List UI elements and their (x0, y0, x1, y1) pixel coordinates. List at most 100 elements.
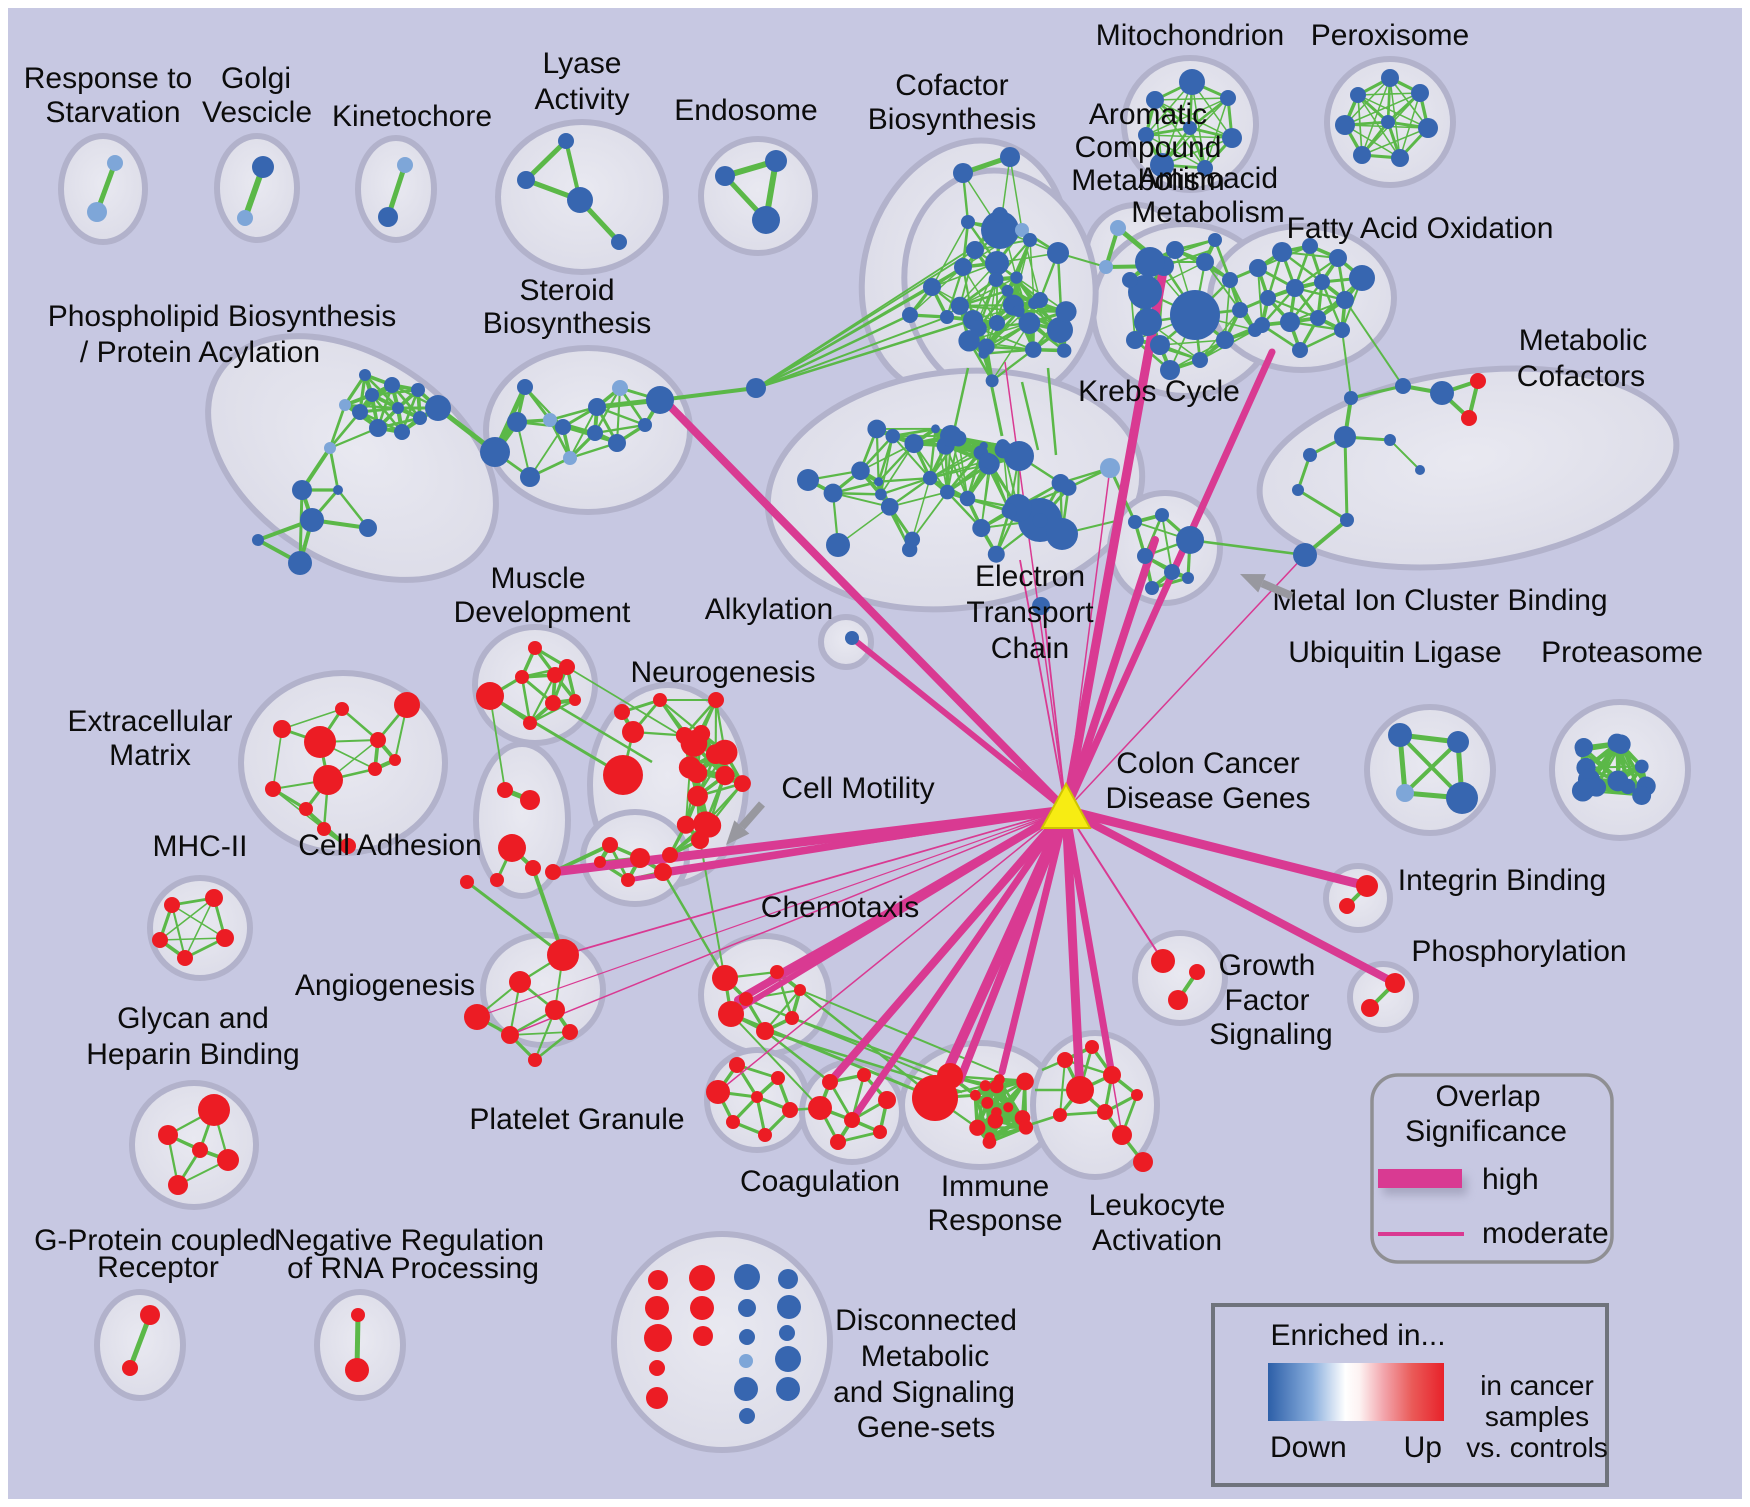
gene-set-node-fatty-acid-oxidation[interactable] (1334, 322, 1350, 338)
gene-set-node-negative-regulation-of-rna-processing[interactable] (345, 1358, 369, 1382)
gene-set-node-cell-adhesion[interactable] (460, 875, 474, 889)
gene-set-node-peroxisome[interactable] (1350, 87, 1366, 103)
gene-set-node-negative-regulation-of-rna-processing[interactable] (351, 1308, 365, 1322)
gene-set-node-mitochondrion[interactable] (1222, 128, 1242, 148)
gene-set-node-metabolic-cofactors[interactable] (1334, 426, 1356, 448)
gene-set-node-disconnected-gene-sets[interactable] (739, 1354, 753, 1368)
gene-set-node-neurogenesis[interactable] (692, 725, 711, 743)
gene-set-node-fatty-acid-oxidation[interactable] (1310, 310, 1326, 326)
gene-set-node-peroxisome[interactable] (1381, 115, 1395, 129)
gene-set-node-cell-adhesion[interactable] (520, 790, 540, 810)
gene-set-node-electron-transport-chain[interactable] (1060, 479, 1077, 496)
gene-set-node-aromatic-compound-metabolism[interactable] (1110, 220, 1126, 236)
gene-set-node-phospholipid-biosynthesis-protein-acylation[interactable] (369, 419, 387, 437)
gene-set-node-lyase-activity[interactable] (611, 234, 627, 250)
gene-set-node-muscle-development[interactable] (547, 667, 563, 683)
gene-set-node-disconnected-gene-sets[interactable] (775, 1346, 801, 1372)
gene-set-node-disconnected-gene-sets[interactable] (649, 1360, 665, 1376)
gene-set-node-glycan-and-heparin-binding[interactable] (168, 1175, 188, 1195)
gene-set-node-disconnected-gene-sets[interactable] (646, 1387, 668, 1409)
gene-set-node-coagulation[interactable] (830, 1134, 846, 1150)
gene-set-node-electron-transport-chain[interactable] (1046, 518, 1078, 550)
gene-set-node-chemotaxis[interactable] (756, 1022, 774, 1040)
gene-set-node-phospholipid-biosynthesis-protein-acylation[interactable] (292, 480, 312, 500)
gene-set-node-aminoacid-metabolism[interactable] (1166, 241, 1184, 259)
gene-set-node-leukocyte-activation[interactable] (1133, 1152, 1153, 1172)
gene-set-node-chemotaxis[interactable] (794, 984, 806, 996)
gene-set-node-metabolic-cofactors[interactable] (1292, 484, 1304, 496)
gene-set-node-cofactor-biosynthesis[interactable] (989, 315, 1005, 331)
gene-set-node-phospholipid-biosynthesis-protein-acylation[interactable] (359, 519, 377, 537)
gene-set-node-mitochondrion[interactable] (1179, 69, 1205, 95)
gene-set-node-phospholipid-biosynthesis-protein-acylation[interactable] (324, 442, 336, 454)
gene-set-node-electron-transport-chain[interactable] (1032, 513, 1048, 528)
gene-set-node-muscle-development[interactable] (569, 694, 581, 706)
gene-set-node-endosome[interactable] (715, 166, 735, 186)
gene-set-node-phospholipid-biosynthesis-protein-acylation[interactable] (352, 404, 368, 420)
gene-set-node-cell-motility[interactable] (621, 873, 635, 887)
gene-set-node-electron-transport-chain[interactable] (885, 428, 901, 444)
gene-set-node-electron-transport-chain[interactable] (904, 531, 921, 548)
gene-set-node-cofactor-biosynthesis[interactable] (1015, 223, 1029, 237)
gene-set-node-coagulation[interactable] (873, 1125, 887, 1139)
gene-set-node-g-protein-coupled-receptor[interactable] (140, 1305, 160, 1325)
gene-set-node-metabolic-cofactors[interactable] (1415, 465, 1425, 475)
gene-set-node-steroid-biosynthesis[interactable] (612, 380, 628, 396)
gene-set-node-metal-ion-cluster-binding[interactable] (1176, 526, 1204, 554)
gene-set-node-aminoacid-metabolism[interactable] (1170, 290, 1220, 340)
gene-set-node-cell-motility[interactable] (602, 837, 618, 853)
gene-set-node-leukocyte-activation[interactable] (1085, 1040, 1099, 1054)
gene-set-node-krebs-cycle[interactable] (1001, 284, 1014, 297)
gene-set-node-electron-transport-chain[interactable] (940, 424, 962, 447)
gene-set-node-electron-transport-chain[interactable] (922, 470, 938, 486)
gene-set-node-leukocyte-activation[interactable] (1066, 1076, 1094, 1104)
gene-set-node-phospholipid-biosynthesis-protein-acylation[interactable] (300, 508, 324, 532)
gene-set-node-immune-response[interactable] (969, 1119, 986, 1136)
gene-set-node-krebs-cycle[interactable] (1018, 312, 1041, 334)
gene-set-node-peroxisome[interactable] (1411, 84, 1429, 102)
gene-set-node-disconnected-gene-sets[interactable] (734, 1264, 760, 1290)
gene-set-node-phospholipid-biosynthesis-protein-acylation[interactable] (411, 383, 425, 397)
gene-set-node-aminoacid-metabolism[interactable] (1134, 308, 1162, 336)
gene-set-node-response-to-starvation[interactable] (87, 202, 107, 222)
gene-set-node-proteasome[interactable] (1634, 759, 1649, 774)
gene-set-node-platelet-granule[interactable] (758, 1128, 772, 1142)
gene-set-node-leukocyte-activation[interactable] (1112, 1125, 1132, 1145)
gene-set-node-muscle-development[interactable] (476, 682, 504, 710)
gene-set-node-krebs-cycle[interactable] (988, 272, 1004, 287)
gene-set-node-steroid-biosynthesis[interactable] (563, 451, 577, 465)
gene-set-node-cell-motility[interactable] (594, 856, 606, 868)
gene-set-node-neurogenesis[interactable] (686, 762, 708, 784)
gene-set-node-immune-response[interactable] (981, 1096, 994, 1109)
gene-set-node-disconnected-gene-sets[interactable] (693, 1326, 713, 1346)
gene-set-node-phospholipid-biosynthesis-protein-acylation[interactable] (333, 485, 343, 495)
gene-set-node-krebs-cycle[interactable] (1023, 233, 1037, 247)
gene-set-node-fatty-acid-oxidation[interactable] (1336, 291, 1354, 309)
gene-set-node-phospholipid-biosynthesis-protein-acylation[interactable] (413, 411, 427, 425)
gene-set-node-golgi-vescicle[interactable] (252, 156, 274, 178)
gene-set-node-phospholipid-biosynthesis-protein-acylation[interactable] (394, 424, 410, 440)
gene-set-node-glycan-and-heparin-binding[interactable] (158, 1125, 178, 1145)
gene-set-node-extracellular-matrix[interactable] (304, 726, 336, 758)
gene-set-node-cofactor-biosynthesis[interactable] (985, 251, 1009, 275)
gene-set-node-immune-response[interactable] (1016, 1072, 1034, 1091)
gene-set-node-aminoacid-metabolism[interactable] (1160, 360, 1180, 380)
gene-set-node-steroid-biosynthesis[interactable] (543, 413, 557, 427)
gene-set-node-krebs-cycle[interactable] (1056, 343, 1072, 358)
gene-set-node-leukocyte-activation[interactable] (1053, 1108, 1067, 1122)
gene-set-node-phospholipid-biosynthesis-protein-acylation[interactable] (392, 402, 404, 414)
gene-set-node-leukocyte-activation[interactable] (1057, 1052, 1073, 1068)
gene-set-node-cell-motility[interactable] (654, 863, 672, 881)
gene-set-node-immune-response[interactable] (989, 1079, 1004, 1094)
gene-set-node-phospholipid-biosynthesis-protein-acylation[interactable] (365, 388, 379, 402)
gene-set-node-glycan-and-heparin-binding[interactable] (217, 1149, 239, 1171)
gene-set-node-kinetochore[interactable] (397, 157, 413, 173)
gene-set-node-mhc-ii[interactable] (164, 897, 180, 913)
gene-set-node-g-protein-coupled-receptor[interactable] (122, 1360, 138, 1376)
gene-set-node-coagulation[interactable] (808, 1096, 832, 1120)
gene-set-node-cell-adhesion[interactable] (497, 782, 513, 798)
gene-set-node-metabolic-cofactors[interactable] (1470, 373, 1486, 389)
gene-set-node-neurogenesis[interactable] (662, 847, 678, 863)
gene-set-node-neurogenesis[interactable] (653, 693, 667, 707)
gene-set-node-electron-transport-chain[interactable] (851, 461, 870, 481)
